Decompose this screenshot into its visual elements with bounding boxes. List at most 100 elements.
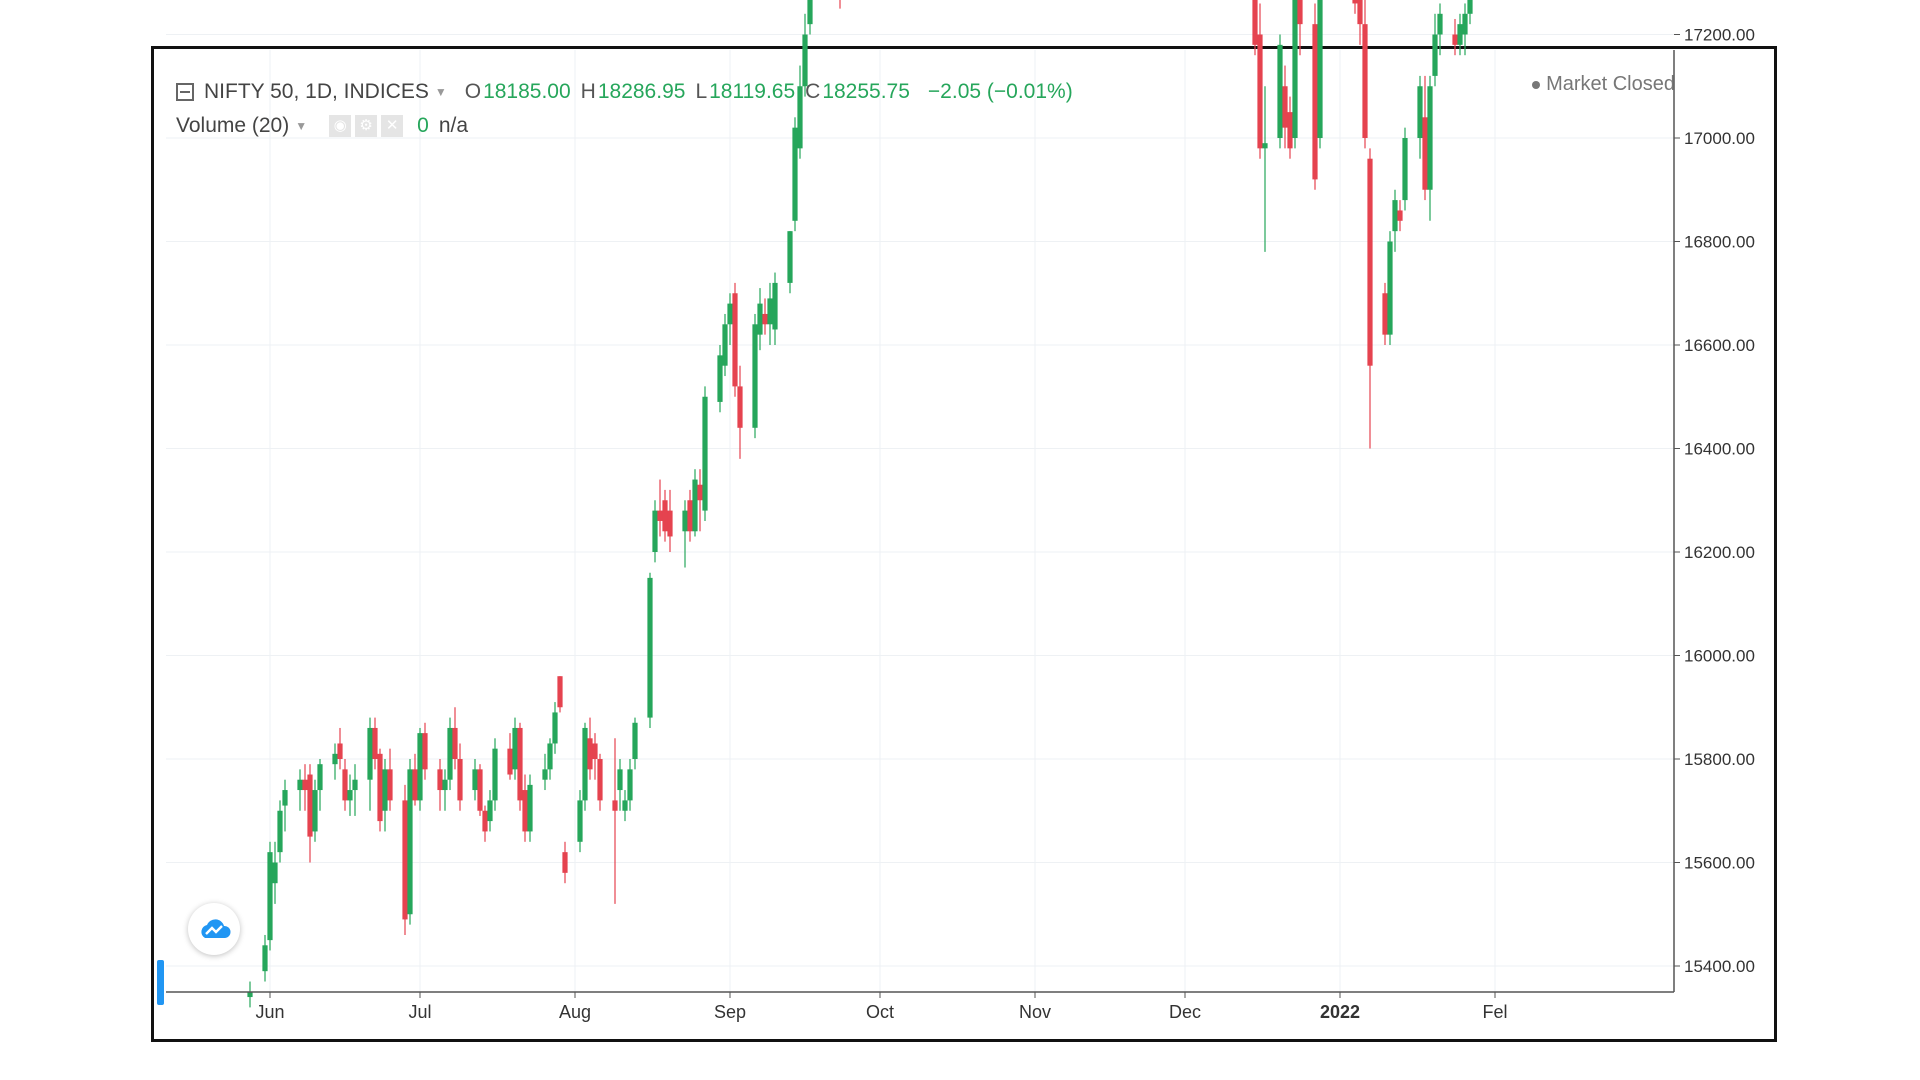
candle-body — [277, 810, 283, 853]
candle-body — [412, 769, 418, 801]
candle-body — [387, 769, 393, 801]
candle-body — [622, 800, 628, 811]
candle-body — [632, 722, 638, 759]
eye-icon[interactable]: ◉ — [329, 115, 352, 137]
candle-body — [482, 810, 488, 832]
candle-body — [627, 769, 633, 801]
candle-body — [457, 759, 463, 801]
candle-body — [1392, 200, 1398, 232]
candle-body — [312, 790, 318, 832]
candle-body — [1262, 143, 1268, 149]
collapse-icon[interactable] — [176, 83, 194, 101]
y-tick-label: 17000.00 — [1684, 129, 1755, 148]
candle-body — [772, 282, 778, 330]
candle-body — [417, 733, 423, 801]
cloud-glyph — [201, 919, 231, 938]
high-label: H — [580, 80, 596, 103]
y-tick-label: 17200.00 — [1684, 26, 1755, 45]
candle-body — [767, 298, 773, 325]
candle-body — [307, 774, 313, 837]
y-tick-label: 16600.00 — [1684, 336, 1755, 355]
candle-body — [262, 945, 268, 972]
candle-body — [1452, 34, 1458, 45]
volume-label[interactable]: Volume (20) — [176, 114, 290, 137]
symbol-label[interactable]: NIFTY 50, 1D, INDICES — [204, 80, 429, 103]
x-tick-label: Jun — [255, 1002, 284, 1022]
close-label: C — [805, 80, 821, 103]
y-tick-label: 16000.00 — [1684, 647, 1755, 666]
candle-body — [562, 852, 568, 873]
candle-body — [687, 500, 693, 532]
candle-body — [802, 34, 808, 87]
candle-body — [492, 748, 498, 801]
y-tick-label: 16800.00 — [1684, 233, 1755, 252]
candle-body — [1402, 138, 1408, 201]
y-tick-label: 15800.00 — [1684, 750, 1755, 769]
cloud-icon[interactable] — [188, 903, 240, 955]
candle-body — [1277, 44, 1283, 138]
candle-body — [272, 862, 278, 884]
candle-body — [1427, 86, 1433, 190]
candle-body — [1312, 24, 1318, 180]
grid — [166, 34, 1674, 992]
candle-body — [372, 727, 378, 759]
volume-extra: n/a — [438, 114, 469, 137]
candle-body — [347, 790, 353, 801]
open-label: O — [464, 80, 482, 103]
candle-body — [1287, 112, 1293, 149]
candle-body — [442, 779, 448, 791]
low-label: L — [695, 80, 708, 103]
candle-body — [402, 800, 408, 920]
settings-icon[interactable]: ⚙ — [355, 115, 378, 137]
close-icon[interactable]: ✕ — [381, 115, 404, 137]
candle-body — [1437, 13, 1443, 35]
candles — [247, 0, 1473, 1008]
candle-body — [737, 386, 743, 428]
candle-body — [267, 852, 273, 941]
candle-body — [447, 727, 453, 780]
x-tick-label: Sep — [714, 1002, 746, 1022]
high-value: 18286.95 — [597, 80, 686, 103]
candle-body — [337, 743, 343, 759]
volume-row: Volume (20) ▼ ◉ ⚙ ✕ 0 n/a — [176, 109, 1083, 143]
candle-body — [557, 676, 563, 708]
x-tick-label: Aug — [559, 1002, 591, 1022]
chevron-down-icon[interactable]: ▼ — [295, 119, 308, 133]
axes — [166, 50, 1675, 993]
candle-body — [617, 769, 623, 791]
candle-body — [1282, 86, 1288, 128]
y-tick-label: 16400.00 — [1684, 440, 1755, 459]
x-tick-label: Nov — [1019, 1002, 1051, 1022]
candle-body — [547, 743, 553, 770]
candle-body — [682, 510, 688, 532]
x-axis-labels: Jun Jul Aug Sep Oct Nov Dec 2022 Fel — [255, 992, 1508, 1022]
candle-body — [302, 779, 308, 791]
candle-body — [1367, 158, 1373, 366]
close-value: 18255.75 — [822, 80, 910, 103]
candle-body — [527, 784, 533, 832]
candle-body — [1352, 0, 1358, 4]
candle-body — [807, 0, 813, 25]
candle-body — [1362, 24, 1368, 138]
candle-body — [1382, 293, 1388, 335]
chevron-down-icon[interactable]: ▼ — [434, 85, 447, 99]
x-tick-label: Jul — [408, 1002, 431, 1022]
volume-value: 0 — [417, 114, 429, 137]
scroll-handle[interactable] — [157, 960, 164, 1005]
candle-body — [512, 727, 518, 770]
x-tick-label: Dec — [1169, 1002, 1201, 1022]
chart-legend: NIFTY 50, 1D, INDICES ▼ O 18185.00 H 182… — [176, 75, 1083, 143]
candle-body — [1417, 86, 1423, 138]
candle-body — [1317, 0, 1323, 138]
candle-body — [297, 779, 303, 791]
candle-body — [692, 479, 698, 532]
y-tick-label: 15600.00 — [1684, 854, 1755, 873]
status-dot-icon — [1532, 80, 1541, 89]
candle-body — [522, 790, 528, 832]
candle-body — [1432, 34, 1438, 76]
candle-body — [317, 764, 323, 791]
candle-body — [282, 790, 288, 806]
candle-body — [552, 712, 558, 744]
candle-body — [592, 743, 598, 759]
